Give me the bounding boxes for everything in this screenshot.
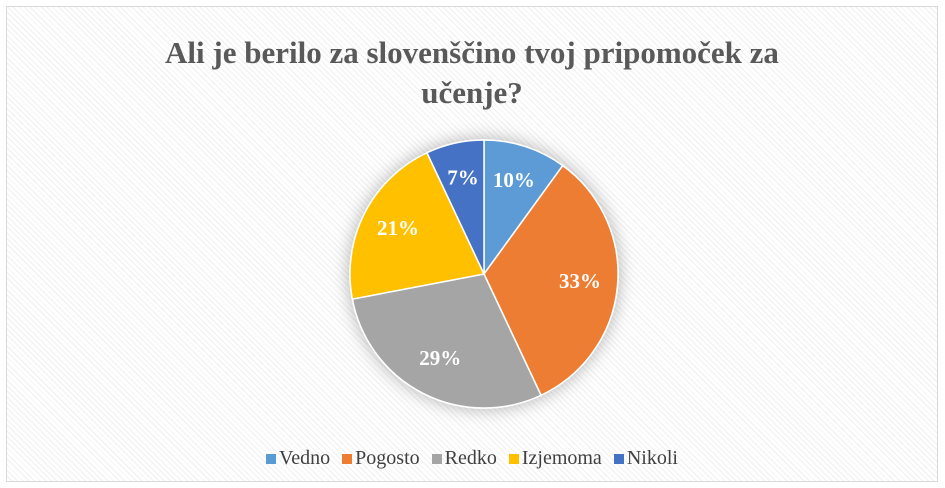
legend-item: Redko: [431, 447, 497, 470]
legend-swatch: [266, 453, 277, 464]
legend-label: Nikoli: [626, 447, 678, 469]
legend-item: Izjemoma: [508, 447, 602, 470]
legend-swatch: [508, 453, 519, 464]
pie-slice: [349, 151, 486, 300]
chart: 10% 33% 29% 21% 7%: [349, 139, 619, 409]
chart-area: Ali je berilo za slovenščino tvoj pripom…: [6, 6, 938, 482]
data-label: 29%: [419, 346, 461, 370]
legend-label: Pogosto: [355, 447, 420, 469]
legend-item: Vedno: [266, 447, 330, 470]
legend-label: Redko: [444, 447, 497, 469]
legend-swatch: [613, 453, 624, 464]
labels: 10% 33% 29% 21% 7%: [377, 166, 601, 370]
legend: Vedno Pogosto Redko Izjemoma Nikoli: [7, 447, 937, 470]
data-label: 7%: [447, 166, 479, 190]
legend-swatch: [342, 453, 353, 464]
pie-slice: [483, 139, 564, 277]
legend-label: Vedno: [279, 447, 331, 469]
pie-slice: [483, 164, 619, 397]
chart-title: Ali je berilo za slovenščino tvoj pripom…: [165, 35, 779, 110]
data-label: 33%: [559, 269, 601, 293]
pie-slice: [425, 139, 485, 275]
data-label: 10%: [493, 168, 535, 192]
data-label: 21%: [377, 216, 419, 240]
legend-label: Izjemoma: [521, 447, 602, 469]
legend-item: Pogosto: [342, 447, 420, 470]
pie-slice: [351, 273, 543, 409]
legend-item: Nikoli: [613, 447, 678, 470]
legend-swatch: [431, 453, 442, 464]
pie: [349, 139, 619, 409]
